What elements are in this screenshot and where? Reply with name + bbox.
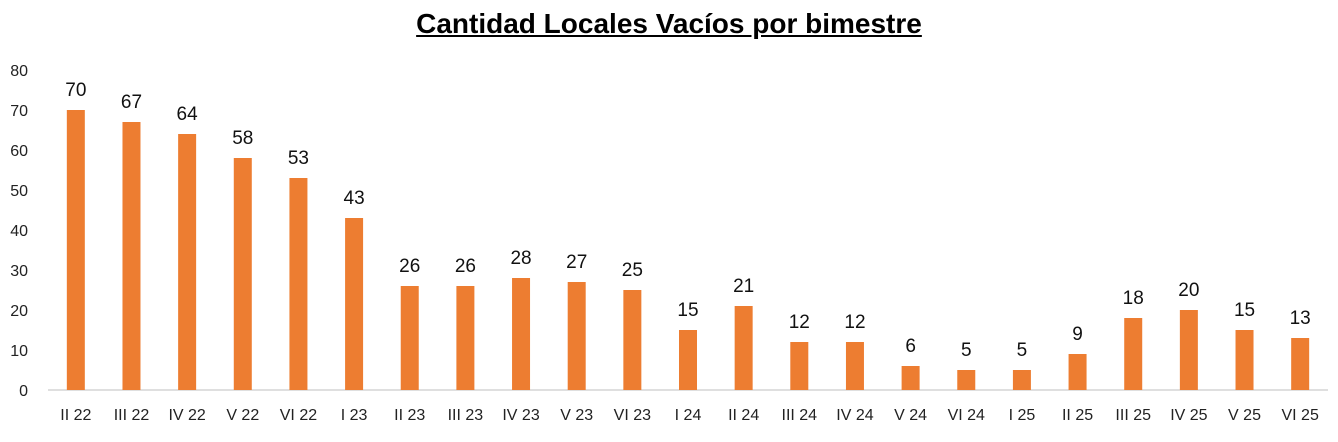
x-tick-label: VI 23 [614,407,651,424]
x-tick-label: II 23 [394,407,425,424]
x-tick-label: VI 22 [280,407,317,424]
data-label: 53 [288,148,309,169]
x-tick-label: V 22 [226,407,259,424]
y-tick-label: 80 [10,63,28,80]
bar [790,342,809,390]
data-label: 43 [344,188,365,209]
y-tick-label: 60 [10,143,28,160]
x-tick-label: IV 22 [168,407,205,424]
data-label: 9 [1072,324,1083,345]
x-tick-label: III 23 [448,407,484,424]
y-tick-label: 20 [10,303,28,320]
x-tick-label: IV 23 [502,407,539,424]
bars-group [66,110,1310,390]
bar [289,178,308,390]
bar [567,282,586,390]
bar [845,342,864,390]
bar [1235,330,1254,390]
data-label: 26 [399,256,420,277]
x-tick-label: VI 25 [1281,407,1318,424]
bar [1068,354,1087,390]
data-label: 20 [1178,280,1199,301]
x-tick-label: II 25 [1062,407,1093,424]
bar [345,218,364,390]
data-label: 25 [622,260,643,281]
x-tick-label: V 23 [560,407,593,424]
data-label: 67 [121,92,142,113]
x-tick-label: V 25 [1228,407,1261,424]
data-label: 18 [1123,288,1144,309]
x-tick-label: V 24 [894,407,927,424]
bar [901,366,920,390]
bar [66,110,85,390]
bar [178,134,197,390]
y-axis: 0 10 20 30 40 50 60 70 80 [10,63,28,400]
x-tick-label: I 24 [675,407,702,424]
data-label: 6 [905,336,916,357]
chart-title: Cantidad Locales Vacíos por bimestre [416,8,922,39]
data-label: 21 [733,276,754,297]
x-tick-label: VI 24 [948,407,985,424]
data-label: 58 [232,128,253,149]
x-tick-label: II 22 [60,407,91,424]
data-labels-group: 70 67 64 58 53 43 26 26 28 27 25 15 21 12 12 6 5 5 9 18 20 15… [65,80,1310,361]
x-tick-label: II 24 [728,407,759,424]
data-label: 64 [177,104,199,125]
data-label: 5 [961,340,972,361]
bar [1179,310,1198,390]
data-label: 26 [455,256,476,277]
x-tick-label: IV 25 [1170,407,1207,424]
data-label: 27 [566,252,587,273]
data-label: 15 [677,300,698,321]
y-tick-label: 0 [19,383,28,400]
bar [122,122,141,390]
data-label: 15 [1234,300,1255,321]
bar [233,158,252,390]
data-label: 28 [510,248,531,269]
y-tick-label: 70 [10,103,28,120]
bar [1124,318,1143,390]
bar [512,278,531,390]
data-label: 13 [1290,308,1311,329]
bar [400,286,419,390]
x-axis: II 22 III 22 IV 22 V 22 VI 22 I 23 II 23 III 23… [60,407,1319,424]
bar [456,286,475,390]
data-label: 12 [844,312,865,333]
bar [1012,370,1031,390]
bar [957,370,976,390]
bar [679,330,697,390]
x-tick-label: III 22 [114,407,150,424]
x-tick-label: III 25 [1115,407,1151,424]
data-label: 5 [1017,340,1028,361]
data-label: 12 [789,312,810,333]
y-tick-label: 40 [10,223,28,240]
x-tick-label: I 25 [1009,407,1036,424]
bar [623,290,642,390]
y-tick-label: 10 [10,343,28,360]
data-label: 70 [65,80,86,101]
x-tick-label: IV 24 [836,407,873,424]
x-tick-label: I 23 [341,407,368,424]
x-tick-label: III 24 [782,407,818,424]
bar [734,306,753,390]
y-tick-label: 30 [10,263,28,280]
bar [1291,338,1310,390]
y-tick-label: 50 [10,183,28,200]
